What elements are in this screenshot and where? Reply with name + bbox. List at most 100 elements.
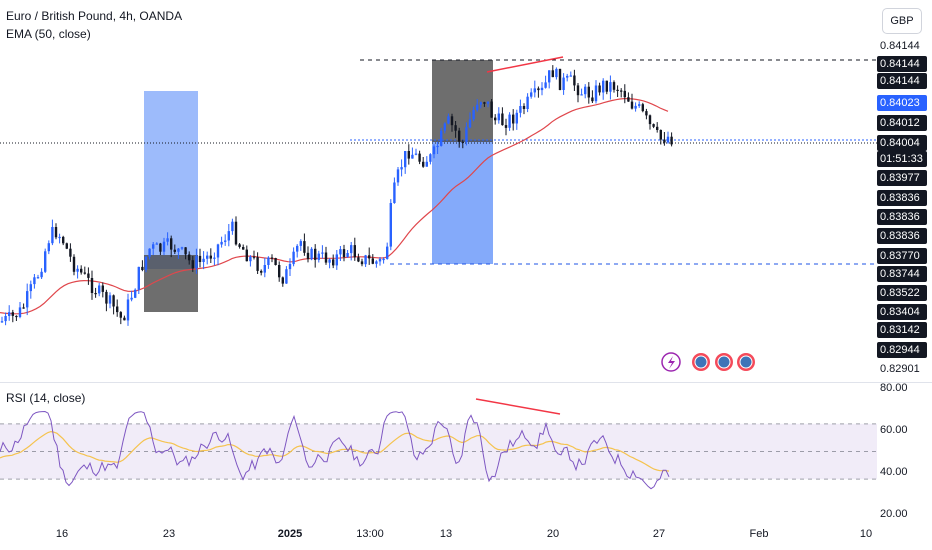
candle: [562, 77, 565, 90]
rsi-scale-label: 40.00: [880, 466, 908, 478]
candle: [634, 105, 637, 109]
candle: [310, 248, 313, 260]
candle: [436, 145, 439, 148]
candle: [339, 249, 342, 255]
price-scale-label: 0.83744: [877, 266, 927, 282]
candle: [141, 266, 144, 270]
candle: [33, 277, 36, 285]
price-scale-label: 0.84144: [880, 40, 920, 52]
candle: [245, 249, 248, 262]
candle: [458, 130, 461, 142]
candle: [656, 126, 659, 130]
candle: [170, 238, 173, 250]
candle: [288, 264, 292, 270]
candle: [69, 248, 72, 257]
candle: [389, 203, 392, 247]
candle: [26, 291, 29, 308]
candle: [231, 221, 234, 232]
candle: [364, 255, 367, 265]
candle: [29, 284, 32, 292]
candle: [51, 227, 54, 244]
candle: [130, 297, 133, 300]
candle: [576, 85, 580, 96]
candle: [209, 255, 212, 259]
price-scale-label: 0.84144: [877, 73, 927, 89]
candle: [670, 136, 673, 145]
candle: [425, 161, 428, 167]
price-scale-label: 0.83977: [877, 170, 927, 186]
price-scale-label: 01:51:33: [877, 151, 927, 167]
candle: [65, 243, 68, 249]
candle: [555, 68, 558, 78]
candle: [648, 115, 652, 125]
candle: [11, 312, 14, 316]
candle: [569, 75, 572, 77]
candle: [432, 146, 436, 155]
candle: [242, 247, 245, 250]
candle: [335, 254, 338, 266]
candle: [285, 269, 288, 284]
candle: [94, 293, 97, 295]
candle: [508, 114, 511, 128]
divergence-line-rsi: [475, 398, 561, 415]
symbol-legend: Euro / British Pound, 4h, OANDA: [6, 9, 183, 23]
candle: [584, 86, 587, 95]
candle: [411, 154, 414, 159]
candle: [652, 124, 655, 127]
candle: [249, 256, 252, 262]
candle: [281, 277, 284, 284]
price-scale-label: 0.83142: [877, 322, 927, 338]
candle: [126, 299, 130, 321]
candle: [537, 88, 540, 91]
candle: [350, 245, 353, 254]
candle: [573, 75, 576, 86]
price-scale-label: 0.83836: [877, 209, 927, 225]
candle: [36, 277, 40, 279]
candle: [605, 80, 608, 92]
price-scale-label: 0.83836: [877, 190, 927, 206]
candle: [267, 257, 270, 265]
candle: [598, 85, 601, 93]
currency-button[interactable]: GBP: [882, 8, 922, 34]
candle: [663, 139, 666, 143]
candle: [404, 151, 407, 168]
candle: [152, 244, 155, 249]
candle: [137, 266, 140, 290]
candle: [252, 256, 256, 258]
candle: [450, 116, 454, 126]
candle: [123, 317, 126, 321]
pane-separator[interactable]: [0, 382, 932, 383]
candle: [400, 167, 403, 170]
candle: [602, 80, 605, 93]
candle: [198, 255, 202, 262]
rsi-scale-label: 60.00: [880, 424, 908, 436]
candle: [447, 116, 450, 124]
candle: [616, 89, 619, 91]
candle: [224, 240, 227, 242]
candle: [202, 258, 205, 262]
candle: [368, 255, 371, 259]
rsi-scale-label: 20.00: [880, 508, 908, 520]
time-axis-label: Feb: [749, 528, 769, 540]
candle: [396, 169, 400, 183]
candle: [15, 315, 18, 318]
candle: [422, 161, 425, 167]
candle: [18, 307, 22, 317]
candle: [526, 96, 529, 109]
globe-icon: [717, 355, 731, 369]
candle: [659, 130, 662, 140]
candle: [108, 295, 112, 304]
candle: [62, 236, 65, 244]
candle: [533, 88, 536, 93]
time-axis-label: 13: [439, 528, 453, 540]
candle: [191, 260, 194, 269]
candle: [483, 102, 486, 104]
candle: [220, 241, 223, 245]
candle: [195, 255, 198, 269]
candle: [216, 244, 220, 258]
candle: [454, 125, 457, 131]
candle: [587, 86, 590, 98]
candle: [292, 251, 295, 265]
candle: [119, 312, 122, 318]
